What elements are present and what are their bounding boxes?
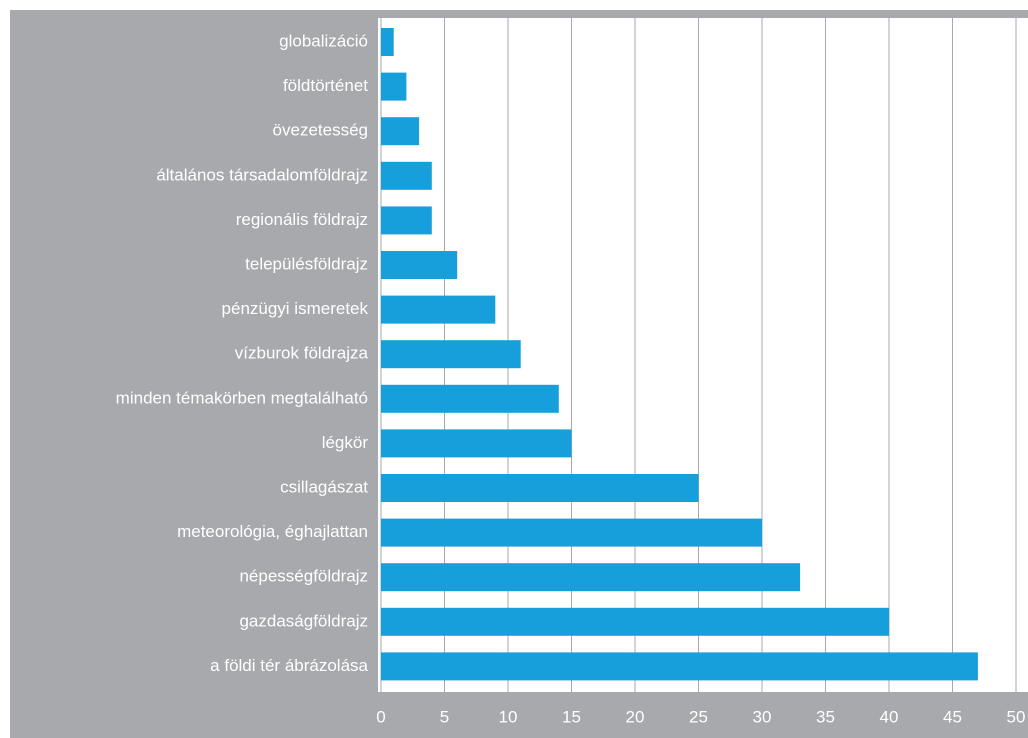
bar <box>381 295 496 324</box>
x-tick-label: 15 <box>562 707 581 726</box>
bar <box>381 206 432 235</box>
bar <box>381 28 394 56</box>
y-tick-label: globalizáció <box>279 31 368 50</box>
y-tick-label: gazdaságföldrajz <box>239 611 368 630</box>
bar <box>381 429 572 458</box>
x-tick-label: 50 <box>1007 707 1026 726</box>
bar <box>381 161 432 190</box>
bar <box>381 384 559 413</box>
bar <box>381 518 762 547</box>
bar <box>381 607 889 636</box>
top-band <box>10 10 1028 18</box>
x-tick-label: 5 <box>440 707 449 726</box>
y-tick-label: légkör <box>322 433 369 452</box>
x-tick-label: 40 <box>880 707 899 726</box>
y-tick-label: csillagászat <box>280 477 368 496</box>
x-tick-label: 30 <box>753 707 772 726</box>
y-tick-label: pénzügyi ismeretek <box>222 299 369 318</box>
x-tick-label: 35 <box>816 707 835 726</box>
bar <box>381 652 978 681</box>
y-tick-label: a földi tér ábrázolása <box>210 656 368 675</box>
bar <box>381 251 458 279</box>
bar <box>381 117 420 146</box>
bar <box>381 72 407 101</box>
y-tick-label: övezetesség <box>273 121 368 140</box>
y-tick-label: minden témakörben megtalálható <box>116 388 368 407</box>
bar <box>381 340 521 369</box>
label-panel <box>10 10 378 738</box>
bar <box>381 563 801 592</box>
x-tick-label: 20 <box>626 707 645 726</box>
y-tick-label: általános társadalomföldrajz <box>156 165 368 184</box>
x-tick-label: 10 <box>499 707 518 726</box>
y-tick-label: vízburok földrajza <box>235 344 369 363</box>
x-tick-label: 45 <box>943 707 962 726</box>
x-tick-label: 0 <box>376 707 385 726</box>
y-tick-label: meteorológia, éghajlattan <box>177 522 368 541</box>
y-tick-label: földtörténet <box>283 76 368 95</box>
y-tick-label: településföldrajz <box>245 254 368 273</box>
bar <box>381 474 699 502</box>
y-tick-label: népességföldrajz <box>239 567 368 586</box>
axis-band <box>10 692 1028 738</box>
y-tick-label: regionális földrajz <box>236 210 368 229</box>
x-tick-label: 25 <box>689 707 708 726</box>
